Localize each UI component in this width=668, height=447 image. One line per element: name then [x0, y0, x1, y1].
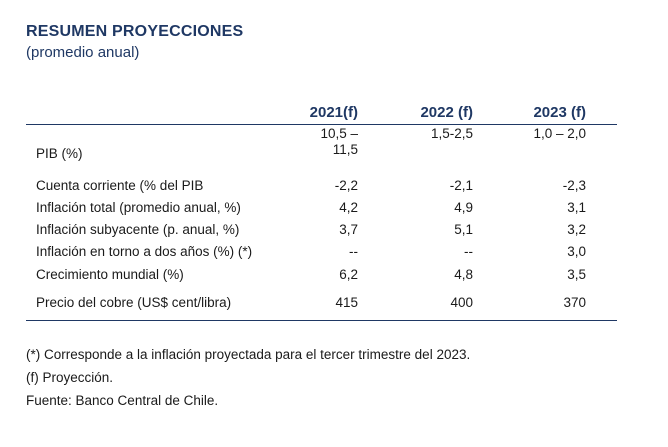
cell-2023: 3,2 — [567, 222, 586, 237]
cell-2022: 4,9 — [454, 200, 473, 215]
table-title: RESUMEN PROYECCIONES — [26, 23, 244, 40]
header-rule — [26, 124, 617, 125]
footnote-inflation: (*) Corresponde a la inflación proyectad… — [26, 347, 471, 362]
cell-2021: -2,2 — [334, 178, 358, 193]
row-label: Cuenta corriente (% del PIB — [36, 178, 204, 193]
row-label: PIB (%) — [36, 146, 83, 161]
cell-2022: 400 — [450, 295, 473, 310]
footer-rule — [26, 320, 617, 321]
column-header-2022: 2022 (f) — [420, 104, 473, 121]
row-label: Inflación total (promedio anual, %) — [36, 200, 241, 215]
column-header-2023: 2023 (f) — [533, 104, 586, 121]
cell-2021: 6,2 — [339, 267, 358, 282]
cell-2023: 3,0 — [567, 244, 586, 259]
cell-2021: -- — [349, 244, 358, 259]
cell-2023: 3,5 — [567, 267, 586, 282]
cell-2021-line2: 11,5 — [332, 142, 358, 157]
cell-2023: 1,0 – 2,0 — [533, 126, 586, 141]
cell-2023: 370 — [563, 295, 586, 310]
cell-2023: -2,3 — [562, 178, 586, 193]
cell-2021: 4,2 — [339, 200, 358, 215]
cell-2022: -2,1 — [449, 178, 473, 193]
cell-2021-line1: 10,5 – — [320, 126, 358, 141]
footnote-projection: (f) Proyección. — [26, 370, 114, 385]
cell-2022: 5,1 — [454, 222, 473, 237]
row-label: Crecimiento mundial (%) — [36, 267, 184, 282]
row-label: Precio del cobre (US$ cent/libra) — [36, 295, 232, 310]
cell-2022: 1,5-2,5 — [430, 126, 473, 141]
cell-2022: -- — [464, 244, 473, 259]
table-subtitle: (promedio anual) — [26, 44, 140, 61]
source-note: Fuente: Banco Central de Chile. — [26, 393, 219, 408]
row-label: Inflación subyacente (p. anual, %) — [36, 222, 240, 237]
cell-2023: 3,1 — [567, 200, 586, 215]
column-header-2021: 2021(f) — [309, 104, 358, 121]
cell-2022: 4,8 — [454, 267, 473, 282]
row-label: Inflación en torno a dos años (%) (*) — [36, 244, 253, 259]
cell-2021: 415 — [335, 295, 358, 310]
cell-2021: 3,7 — [339, 222, 358, 237]
